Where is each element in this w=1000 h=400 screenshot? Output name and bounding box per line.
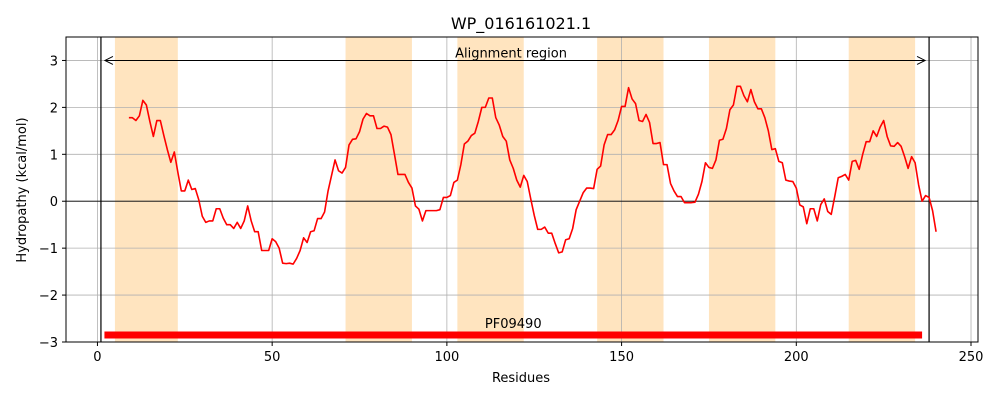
highlight-bands — [114, 37, 916, 342]
alignment-region-label: Alignment region — [455, 46, 567, 61]
y-tick-label: −2 — [39, 289, 58, 304]
y-tick-label: −3 — [39, 336, 58, 351]
alignment-arrow-right-head — [916, 56, 927, 65]
alignment-annotation: Alignment region — [103, 46, 927, 65]
x-tick-label: 0 — [93, 350, 101, 365]
highlight-band-6 — [848, 37, 916, 342]
y-tick-label: 0 — [50, 195, 58, 210]
x-tick-label: 250 — [959, 350, 984, 365]
domain-label: PF09490 — [485, 317, 542, 332]
y-tick-label: −1 — [39, 242, 58, 257]
x-axis-label: Residues — [492, 371, 550, 386]
plot-border — [65, 36, 979, 343]
x-tick-label: 100 — [434, 350, 459, 365]
y-axis-label: Hydropathy (kcal/mol) — [15, 117, 30, 262]
plot-frame — [65, 36, 979, 343]
x-tick-label: 200 — [784, 350, 809, 365]
y-tick-label: 3 — [50, 54, 58, 69]
alignment-arrow-left-head — [103, 56, 114, 65]
x-axis-ticks: 0 50 100 150 200 250 — [93, 342, 983, 365]
highlight-band-2 — [345, 37, 412, 342]
hydropathy-line-1 — [128, 85, 937, 265]
y-tick-label: 1 — [50, 148, 58, 163]
highlight-band-1 — [114, 37, 178, 342]
domain-annotation: PF09490 — [104, 317, 923, 339]
highlight-band-3 — [457, 37, 524, 342]
x-tick-label: 50 — [264, 350, 281, 365]
x-tick-label: 150 — [609, 350, 634, 365]
highlight-band-4 — [597, 37, 664, 342]
alignment-boundaries — [100, 37, 930, 342]
y-axis-ticks: −3 −2 −1 0 1 2 3 — [39, 54, 66, 351]
y-tick-label: 2 — [50, 101, 58, 116]
hydropathy-series — [128, 85, 937, 265]
chart-title: WP_016161021.1 — [451, 14, 591, 34]
highlight-band-5 — [708, 37, 776, 342]
